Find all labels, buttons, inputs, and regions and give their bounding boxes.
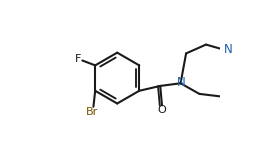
Text: N: N <box>224 43 233 56</box>
Text: F: F <box>75 54 81 64</box>
Text: N: N <box>177 76 186 89</box>
Text: Br: Br <box>86 107 98 117</box>
Text: O: O <box>157 105 166 116</box>
